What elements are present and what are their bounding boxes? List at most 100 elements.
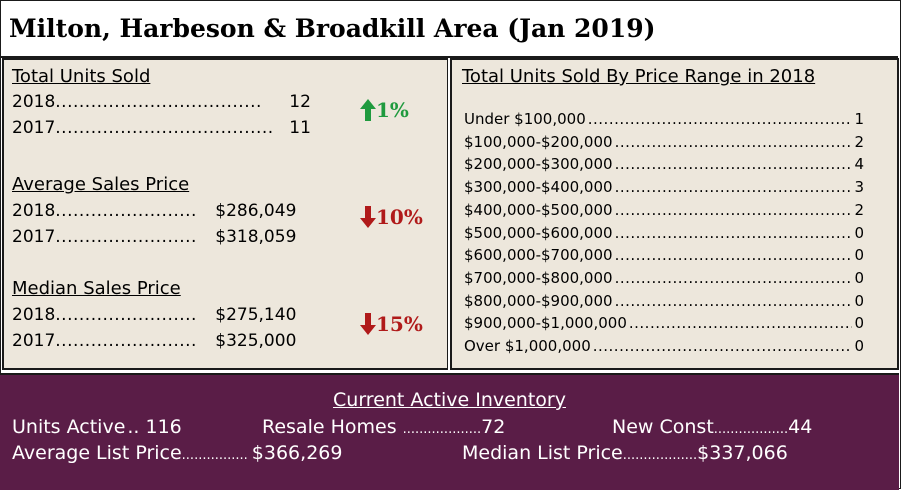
- units-active-label: Units Active: [12, 416, 126, 438]
- price-range-leader: ........................................…: [592, 337, 853, 355]
- price-range-count: 2: [854, 200, 864, 219]
- price-range-leader: ........................................…: [614, 155, 853, 174]
- arrow-down-icon: [360, 313, 376, 335]
- price-range-count: 0: [854, 291, 864, 310]
- price-range-label: $400,000-$500,000: [464, 200, 613, 219]
- price-range-heading: Total Units Sold By Price Range in 2018: [462, 66, 816, 87]
- price-range-row: $600,000-$700,000.......................…: [464, 246, 864, 264]
- row-leader: ........................: [55, 227, 197, 247]
- price-range-leader: ........................................…: [614, 178, 853, 197]
- price-range-label: Under $100,000: [464, 110, 586, 128]
- avg-list-value: $366,269: [251, 442, 343, 464]
- price-range-label: $800,000-$900,000: [464, 291, 613, 310]
- average-list-price: Average List Price................ $366,2…: [12, 442, 342, 464]
- price-range-row: $200,000-$300,000.......................…: [464, 155, 864, 173]
- change-percent: 1%: [376, 98, 409, 122]
- price-range-label: $900,000-$1,000,000: [464, 314, 627, 333]
- units-active: Units Active.. 116: [12, 416, 182, 438]
- price-range-label: $200,000-$300,000: [464, 155, 613, 174]
- page-title: Milton, Harbeson & Broadkill Area (Jan 2…: [9, 14, 656, 43]
- new-const-leader: ..................: [713, 422, 789, 437]
- row-leader: ........................: [55, 331, 197, 351]
- price-range-label: $500,000-$600,000: [464, 223, 613, 242]
- avg-price-change: 10%: [360, 205, 423, 229]
- row-value: $318,059: [215, 227, 297, 247]
- price-range-leader: ........................................…: [587, 110, 853, 128]
- price-range-leader: ........................................…: [614, 223, 853, 242]
- price-range-leader: ........................................…: [614, 200, 853, 219]
- price-range-row: $700,000-$800,000.......................…: [464, 269, 864, 287]
- price-range-panel: Total Units Sold By Price Range in 2018 …: [450, 58, 899, 370]
- price-range-count: 1: [854, 110, 864, 128]
- resale-homes-label: Resale Homes: [262, 416, 397, 438]
- price-range-leader: ........................................…: [614, 291, 853, 310]
- units-active-leader: ..: [127, 416, 140, 438]
- median-list-value: $337,066: [697, 442, 788, 464]
- price-range-row: $500,000-$600,000.......................…: [464, 224, 864, 242]
- price-range-label: Over $1,000,000: [464, 337, 591, 355]
- row-year: 2018: [12, 201, 56, 221]
- price-range-count: 3: [854, 178, 864, 197]
- header: Milton, Harbeson & Broadkill Area (Jan 2…: [1, 1, 898, 58]
- price-range-label: $700,000-$800,000: [464, 268, 613, 287]
- median-list-label: Median List Price: [462, 442, 623, 464]
- price-range-label: $300,000-$400,000: [464, 178, 613, 197]
- price-range-leader: ........................................…: [614, 246, 853, 265]
- row-leader: ........................: [55, 201, 197, 221]
- total-units-change: 1%: [360, 98, 409, 122]
- avg-list-label: Average List Price: [12, 442, 182, 464]
- new-construction: New Const..................44: [612, 416, 812, 438]
- resale-homes-leader: ...................: [402, 422, 482, 437]
- price-range-row: $800,000-$900,000.......................…: [464, 292, 864, 310]
- row-value: $325,000: [215, 331, 297, 351]
- median-price-row-2018: 2018 ........................ $275,140: [12, 305, 296, 325]
- median-price-heading: Median Sales Price: [12, 278, 181, 299]
- units-active-value: 116: [145, 416, 182, 438]
- price-range-count: 0: [854, 246, 864, 265]
- price-range-leader: ........................................…: [614, 268, 853, 287]
- arrow-down-icon: [360, 206, 376, 228]
- price-range-row: $100,000-$200,000.......................…: [464, 133, 864, 151]
- row-value: $275,140: [215, 305, 297, 325]
- change-percent: 15%: [376, 312, 423, 336]
- avg-price-row-2017: 2017 ........................ $318,059: [12, 227, 296, 247]
- price-range-count: 0: [854, 314, 864, 333]
- price-range-row: Under $100,000..........................…: [464, 110, 864, 128]
- row-year: 2017: [12, 227, 56, 247]
- median-price-row-2017: 2017 ........................ $325,000: [12, 331, 296, 351]
- price-range-count: 0: [854, 268, 864, 287]
- price-range-row: $400,000-$500,000.......................…: [464, 201, 864, 219]
- row-year: 2017: [12, 331, 56, 351]
- row-value: $286,049: [215, 201, 297, 221]
- total-units-row-2017: 2017 ...................................…: [12, 118, 334, 138]
- total-units-row-2018: 2018 ...................................…: [12, 92, 334, 112]
- arrow-up-icon: [360, 99, 376, 121]
- row-leader: ...................................: [55, 92, 262, 112]
- resale-homes: Resale Homes ...................72: [262, 416, 505, 438]
- price-range-leader: ........................................…: [614, 132, 853, 151]
- new-const-value: 44: [788, 416, 813, 438]
- median-list-leader: ..................: [622, 448, 698, 463]
- price-range-label: $600,000-$700,000: [464, 246, 613, 265]
- median-list-price: Median List Price..................$337,…: [462, 442, 788, 464]
- price-range-count: 2: [854, 132, 864, 151]
- new-const-label: New Const: [612, 416, 714, 438]
- row-year: 2017: [12, 118, 56, 138]
- change-percent: 10%: [376, 205, 423, 229]
- total-units-heading: Total Units Sold: [12, 66, 151, 87]
- row-value: 11: [289, 118, 311, 138]
- row-leader: .....................................: [55, 118, 274, 138]
- price-range-row: $300,000-$400,000.......................…: [464, 178, 864, 196]
- price-range-count: 0: [854, 223, 864, 242]
- price-range-row: $900,000-$1,000,000.....................…: [464, 314, 864, 332]
- avg-price-row-2018: 2018 ........................ $286,049: [12, 201, 296, 221]
- price-range-count: 4: [854, 155, 864, 174]
- avg-price-heading: Average Sales Price: [12, 174, 190, 195]
- inventory-panel: Current Active Inventory Units Active.. 1…: [0, 373, 899, 490]
- price-range-count: 0: [854, 337, 864, 355]
- row-leader: ........................: [55, 305, 197, 325]
- row-value: 12: [289, 92, 311, 112]
- median-price-change: 15%: [360, 312, 423, 336]
- avg-list-leader: ................: [181, 448, 248, 463]
- resale-homes-value: 72: [481, 416, 506, 438]
